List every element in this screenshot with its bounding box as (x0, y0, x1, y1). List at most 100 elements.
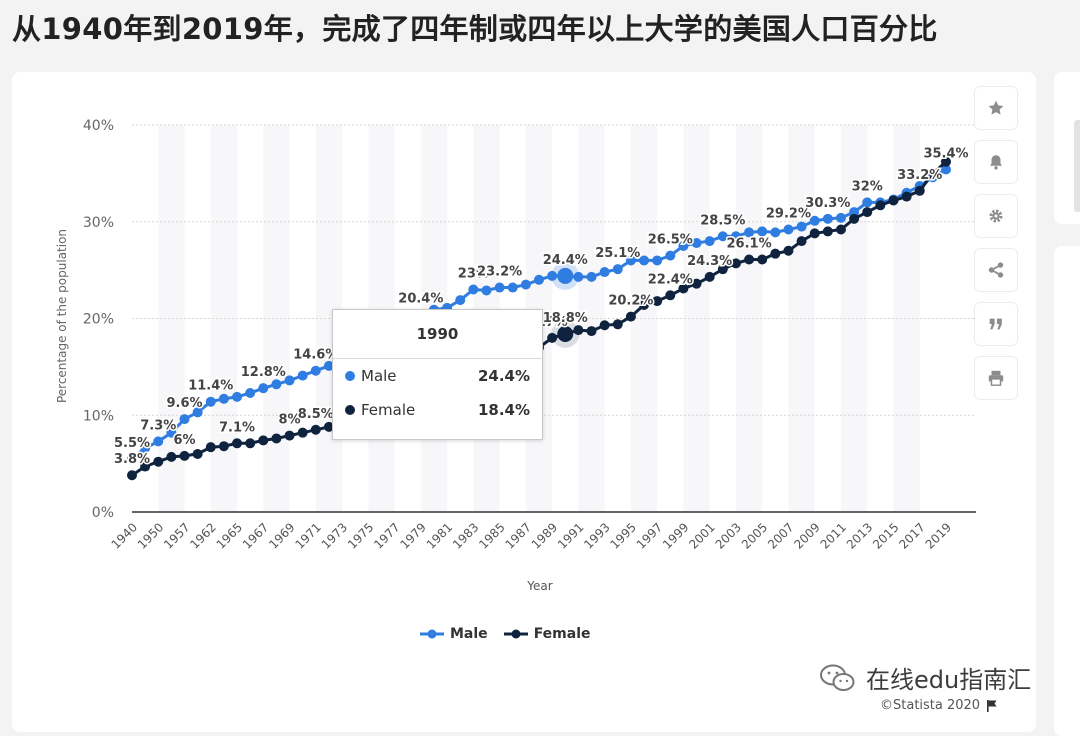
x-tick-label: 1967 (240, 520, 271, 551)
x-tick-label: 1995 (608, 520, 639, 551)
x-tick-label: 1985 (476, 520, 507, 551)
print-icon[interactable] (974, 356, 1018, 400)
x-tick-label: 2007 (765, 520, 796, 551)
data-label: 24.3% (687, 254, 732, 269)
male-point (284, 375, 295, 386)
grid-lines (132, 124, 976, 513)
legend-item-male[interactable]: Male (420, 626, 488, 642)
flag-icon (987, 699, 997, 712)
female-point (717, 264, 728, 275)
x-tick-label: 2013 (844, 520, 875, 551)
data-label: 8.5% (298, 407, 334, 422)
x-tick-label: 1981 (424, 520, 455, 551)
male-point (481, 285, 492, 296)
tooltip-title: 1990 (333, 310, 542, 359)
page-title: 从1940年到2019年，完成了四年制或四年以上大学的美国人口百分比 (12, 12, 938, 46)
data-label: 29.2% (766, 206, 811, 221)
female-point (245, 438, 256, 449)
data-label: 3.8% (114, 452, 150, 467)
male-point (245, 387, 256, 398)
bell-icon[interactable] (974, 140, 1018, 184)
y-tick-label: 40% (83, 118, 114, 134)
legend-item-female[interactable]: Female (503, 626, 591, 642)
male-point (127, 453, 137, 464)
male-point (704, 236, 715, 247)
female-point (770, 248, 781, 259)
female-point (153, 456, 164, 467)
female-point (625, 311, 636, 322)
tooltip-row-male: Male 24.4% (333, 359, 542, 393)
x-tick-label: 1997 (634, 520, 665, 551)
male-point (455, 295, 466, 306)
female-point (127, 470, 137, 481)
x-tick-label: 2001 (686, 520, 717, 551)
star-icon[interactable] (974, 86, 1018, 130)
male-point (796, 221, 807, 232)
data-label: 23.2% (477, 265, 522, 280)
data-label: 7.1% (219, 420, 255, 435)
female-point (297, 427, 308, 438)
female-point (652, 296, 663, 307)
male-point (612, 264, 623, 275)
female-point (586, 326, 597, 337)
male-point (783, 224, 794, 235)
statista-credit[interactable]: ©Statista 2020 (880, 698, 998, 713)
quote-icon[interactable] (974, 302, 1018, 346)
female-point (941, 156, 951, 167)
data-label: 30.3% (805, 196, 850, 211)
data-label: 20.2% (608, 294, 653, 309)
data-label: 7.3% (140, 418, 176, 433)
side-panel-stub (1074, 120, 1080, 212)
male-point (599, 267, 610, 278)
data-label: 25.1% (595, 246, 640, 261)
female-point (612, 319, 623, 330)
male-point (639, 255, 650, 266)
female-point (744, 254, 755, 265)
female-point (822, 226, 833, 237)
male-dot-icon (345, 371, 355, 381)
female-point (218, 441, 229, 452)
data-label: 18.8% (543, 311, 588, 326)
female-point (232, 438, 243, 449)
x-tick-label: 1962 (187, 520, 218, 551)
legend-label: Male (450, 626, 488, 642)
share-icon[interactable] (974, 248, 1018, 292)
x-tick-label: 2015 (870, 520, 901, 551)
male-point (468, 284, 479, 295)
male-point (862, 197, 873, 208)
male-point (757, 226, 768, 237)
data-label: 32% (852, 179, 883, 194)
data-label: 6% (173, 433, 195, 448)
female-point (547, 332, 558, 343)
data-label: 22.4% (648, 272, 693, 287)
y-axis-ticks: 0% 10% 20% 30% 40% (83, 118, 114, 521)
credit-text: ©Statista 2020 (880, 698, 981, 713)
male-point (557, 267, 574, 284)
x-tick-label: 2017 (896, 520, 927, 551)
female-point (140, 461, 151, 472)
male-point (271, 379, 282, 390)
side-panel-top (1054, 72, 1080, 224)
gear-icon[interactable] (974, 194, 1018, 238)
data-label: 17% (537, 315, 568, 330)
male-point (192, 407, 203, 418)
female-point (901, 191, 912, 202)
x-tick-label: 1987 (502, 520, 533, 551)
female-point (914, 185, 925, 196)
male-point (717, 231, 728, 242)
male-point (547, 270, 558, 281)
tooltip-value: 24.4% (477, 367, 530, 385)
x-tick-label: 1991 (555, 520, 586, 551)
x-tick-label: 1979 (397, 520, 428, 551)
data-label: 28.5% (700, 213, 745, 228)
male-point (494, 282, 505, 293)
female-point (757, 254, 768, 265)
male-point (586, 271, 597, 282)
female-point (258, 435, 269, 446)
x-tick-label: 1969 (266, 520, 297, 551)
female-legend-icon (503, 629, 528, 639)
female-point (205, 442, 216, 453)
female-point (691, 278, 702, 289)
male-point (678, 240, 689, 251)
x-tick-label: 1965 (214, 520, 245, 551)
